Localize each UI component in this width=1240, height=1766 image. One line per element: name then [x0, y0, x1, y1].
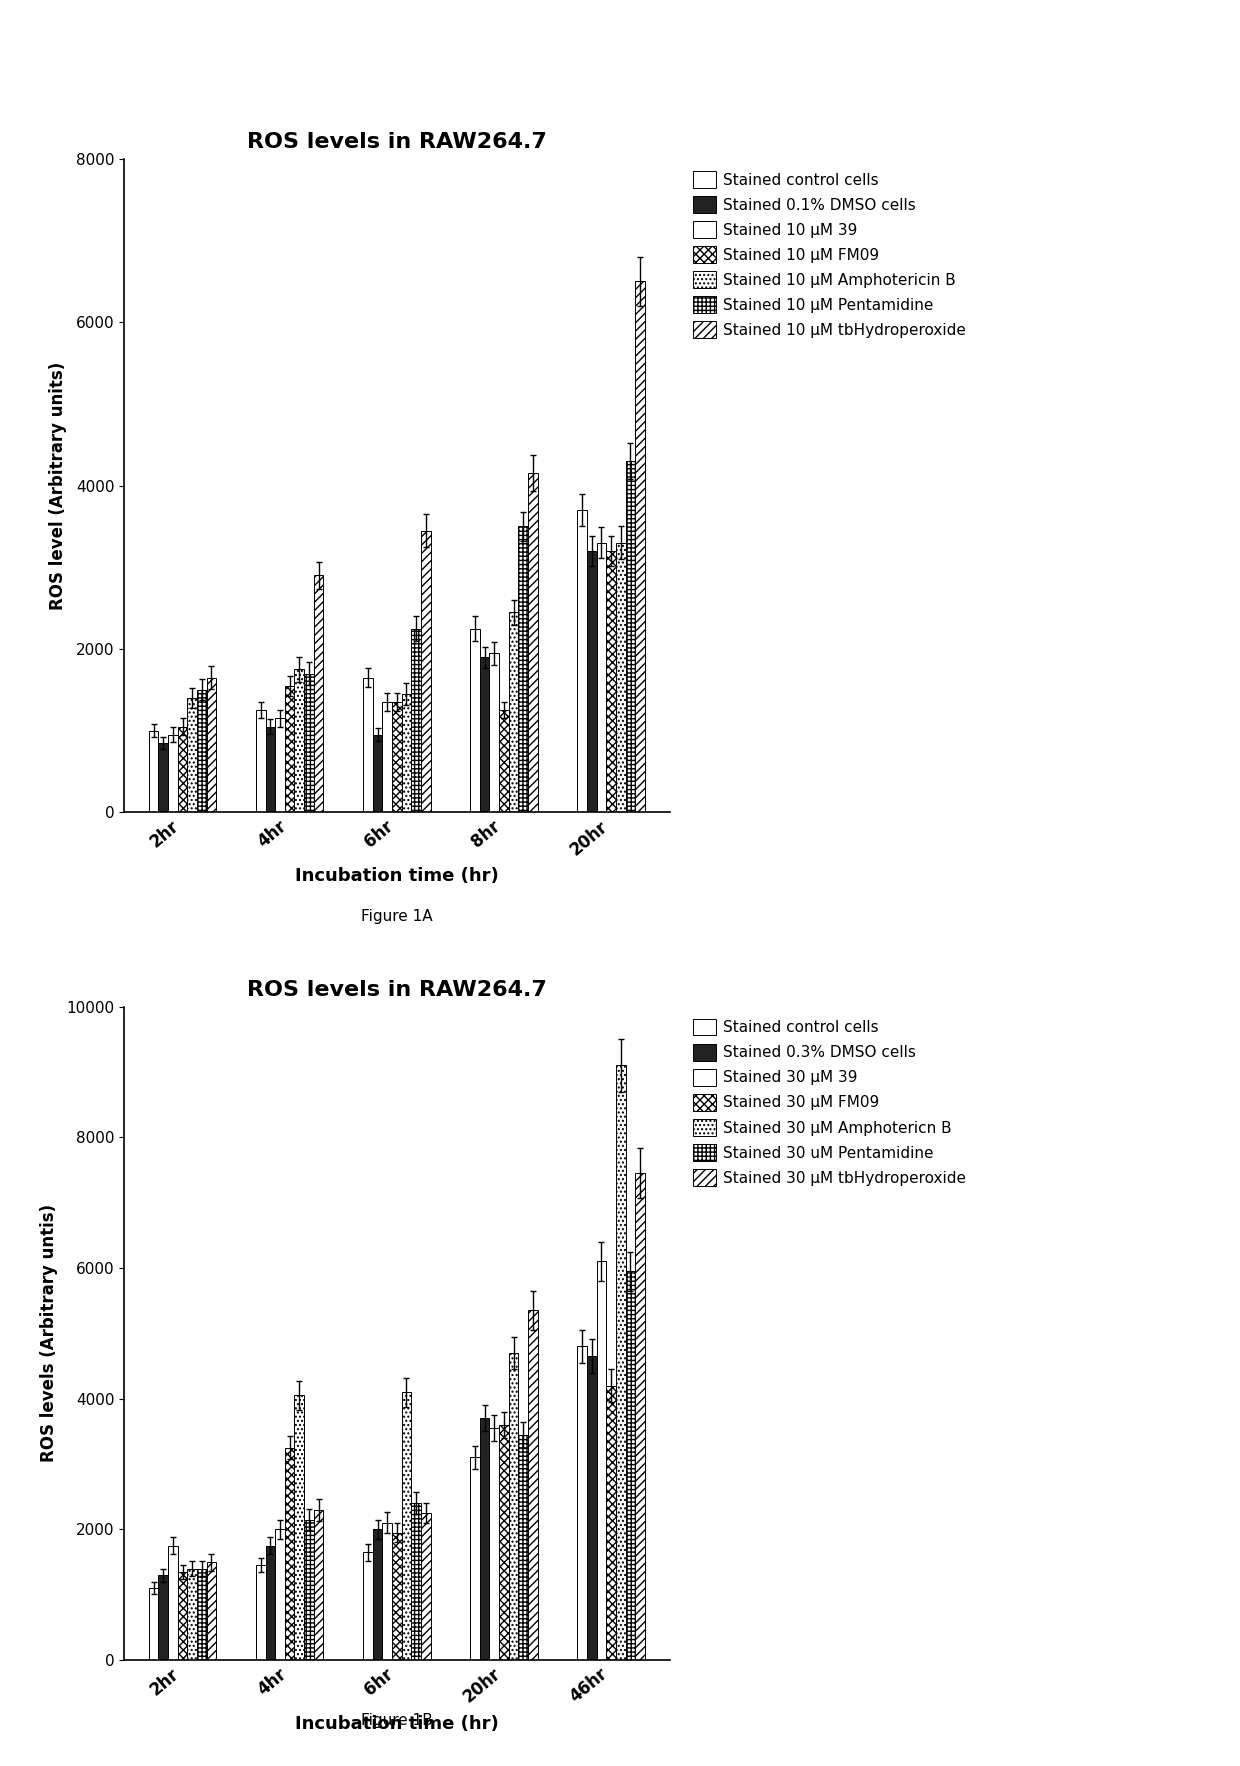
Title: ROS levels in RAW264.7: ROS levels in RAW264.7 — [247, 132, 547, 152]
Y-axis label: ROS level (Arbitrary units): ROS level (Arbitrary units) — [50, 362, 67, 609]
X-axis label: Incubation time (hr): Incubation time (hr) — [295, 867, 498, 885]
Bar — [169, 1545, 177, 1660]
Bar — [197, 691, 207, 812]
Bar — [625, 461, 635, 812]
Bar — [587, 1356, 596, 1660]
Text: Figure 1A: Figure 1A — [361, 909, 433, 924]
Bar — [578, 1346, 587, 1660]
Bar — [294, 669, 304, 812]
Bar — [255, 1565, 265, 1660]
Bar — [528, 1310, 538, 1660]
Bar — [169, 735, 177, 812]
Bar — [159, 743, 169, 812]
Bar — [412, 629, 420, 812]
Bar — [420, 530, 430, 812]
Bar — [159, 1575, 169, 1660]
Bar — [596, 1261, 606, 1660]
Bar — [480, 657, 490, 812]
Bar — [207, 678, 216, 812]
Bar — [392, 703, 402, 812]
Bar — [304, 1519, 314, 1660]
Bar — [275, 1529, 285, 1660]
Bar — [616, 1065, 625, 1660]
Bar — [255, 710, 265, 812]
Bar — [518, 526, 528, 812]
Bar — [197, 1568, 207, 1660]
Bar — [606, 551, 616, 812]
Bar — [606, 1386, 616, 1660]
Legend: Stained control cells, Stained 0.3% DMSO cells, Stained 30 μM 39, Stained 30 μM : Stained control cells, Stained 0.3% DMSO… — [688, 1014, 971, 1190]
Bar — [587, 551, 596, 812]
Bar — [490, 1429, 500, 1660]
Bar — [187, 1568, 197, 1660]
Bar — [616, 542, 625, 812]
Bar — [470, 1457, 480, 1660]
Bar — [363, 678, 373, 812]
Title: ROS levels in RAW264.7: ROS levels in RAW264.7 — [247, 980, 547, 1000]
Bar — [285, 685, 294, 812]
Bar — [500, 710, 508, 812]
Bar — [528, 473, 538, 812]
Bar — [187, 698, 197, 812]
Bar — [373, 735, 382, 812]
Bar — [635, 1173, 645, 1660]
Bar — [149, 1588, 159, 1660]
Bar — [635, 281, 645, 812]
X-axis label: Incubation time (hr): Incubation time (hr) — [295, 1715, 498, 1732]
Bar — [382, 703, 392, 812]
Bar — [480, 1418, 490, 1660]
Bar — [508, 613, 518, 812]
Bar — [314, 1510, 324, 1660]
Bar — [149, 731, 159, 812]
Bar — [412, 1503, 420, 1660]
Bar — [508, 1353, 518, 1660]
Bar — [500, 1425, 508, 1660]
Bar — [625, 1272, 635, 1660]
Text: Figure 1B: Figure 1B — [361, 1713, 433, 1727]
Bar — [578, 510, 587, 812]
Bar — [265, 726, 275, 812]
Bar — [363, 1552, 373, 1660]
Bar — [470, 629, 480, 812]
Bar — [420, 1513, 430, 1660]
Bar — [207, 1561, 216, 1660]
Bar — [402, 1392, 412, 1660]
Bar — [402, 694, 412, 812]
Bar — [518, 1434, 528, 1660]
Bar — [294, 1395, 304, 1660]
Bar — [177, 1572, 187, 1660]
Bar — [373, 1529, 382, 1660]
Bar — [596, 542, 606, 812]
Bar — [392, 1533, 402, 1660]
Bar — [304, 673, 314, 812]
Bar — [382, 1522, 392, 1660]
Y-axis label: ROS levels (Arbitrary untis): ROS levels (Arbitrary untis) — [40, 1204, 58, 1462]
Bar — [490, 653, 500, 812]
Bar — [285, 1448, 294, 1660]
Bar — [314, 576, 324, 812]
Legend: Stained control cells, Stained 0.1% DMSO cells, Stained 10 μM 39, Stained 10 μM : Stained control cells, Stained 0.1% DMSO… — [688, 166, 971, 343]
Bar — [265, 1545, 275, 1660]
Bar — [275, 719, 285, 812]
Bar — [177, 726, 187, 812]
